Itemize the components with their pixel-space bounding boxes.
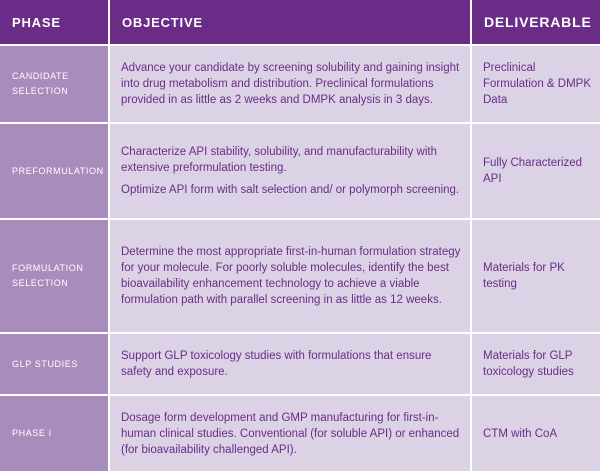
phase-cell-glp-studies: GLP STUDIES [0, 334, 110, 396]
phase-cell-formulation-selection: FORMULATION SELECTION [0, 220, 110, 334]
phase-cell-preformulation: PREFORMULATION [0, 124, 110, 220]
objective-text: Dosage form development and GMP manufact… [121, 411, 460, 456]
phase-label-line: GLP STUDIES [12, 358, 78, 369]
deliverable-text: Preclinical Formulation & DMPK Data [483, 62, 592, 106]
deliverable-cell-preformulation: Fully Characterized API [472, 124, 600, 220]
objective-text: Advance your candidate by screening solu… [121, 62, 460, 106]
deliverable-cell-formulation-selection: Materials for PK testing [472, 220, 600, 334]
objective-cell-formulation-selection: Determine the most appropriate first-in-… [110, 220, 472, 334]
phase-cell-candidate-selection: CANDIDATE SELECTION [0, 46, 110, 124]
header-phase: PHASE [0, 0, 110, 46]
deliverable-cell-phase-i: CTM with CoA [472, 396, 600, 471]
objective-cell-preformulation: Characterize API stability, solubility, … [110, 124, 472, 220]
deliverable-cell-candidate-selection: Preclinical Formulation & DMPK Data [472, 46, 600, 124]
phase-label-line: FORMULATION [12, 263, 84, 273]
objective-text: Characterize API stability, solubility, … [121, 146, 437, 174]
deliverable-text: CTM with CoA [483, 427, 558, 440]
deliverable-text: Materials for GLP toxicology studies [483, 350, 574, 378]
objective-text: Determine the most appropriate first-in-… [121, 246, 461, 306]
objective-cell-phase-i: Dosage form development and GMP manufact… [110, 396, 472, 471]
objective-cell-candidate-selection: Advance your candidate by screening solu… [110, 46, 472, 124]
phase-label-line: CANDIDATE [12, 71, 69, 81]
objective-text: Support GLP toxicology studies with form… [121, 350, 432, 378]
phase-label-line: SELECTION [12, 86, 69, 96]
phase-cell-phase-i: PHASE I [0, 396, 110, 471]
phase-label-line: PHASE I [12, 428, 52, 438]
header-deliverable: DELIVERABLE [472, 0, 600, 46]
deliverable-text: Materials for PK testing [483, 262, 565, 290]
phase-label-line: SELECTION [12, 278, 69, 288]
objective-cell-glp-studies: Support GLP toxicology studies with form… [110, 334, 472, 396]
deliverable-cell-glp-studies: Materials for GLP toxicology studies [472, 334, 600, 396]
objective-text: Optimize API form with salt selection an… [121, 184, 460, 196]
header-objective: OBJECTIVE [110, 0, 472, 46]
phase-label-line: PREFORMULATION [12, 165, 104, 176]
deliverable-text: Fully Characterized API [483, 157, 583, 185]
